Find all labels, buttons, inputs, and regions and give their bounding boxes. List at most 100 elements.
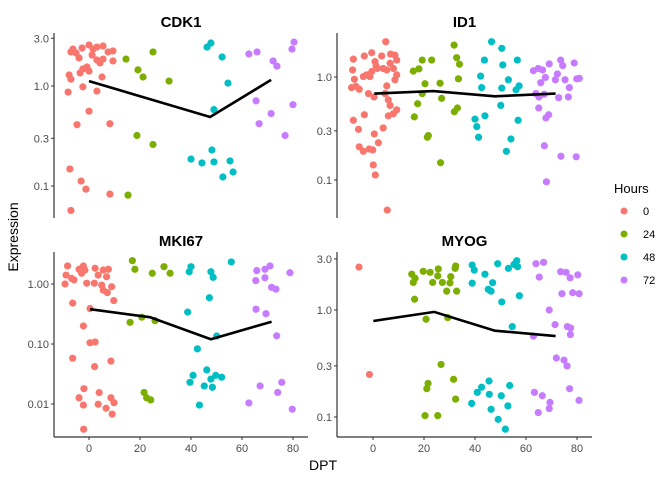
data-point	[409, 67, 417, 75]
data-point	[386, 101, 394, 109]
data-point	[94, 400, 102, 408]
data-point	[69, 299, 77, 307]
data-point	[186, 378, 194, 386]
data-point	[212, 371, 220, 379]
data-point	[515, 292, 523, 300]
data-point	[565, 83, 573, 92]
data-point	[446, 279, 454, 287]
data-point	[347, 83, 356, 92]
data-point	[95, 388, 103, 397]
legend-label-24: 24	[643, 229, 655, 241]
data-point	[546, 398, 554, 406]
data-point	[289, 101, 297, 109]
data-point	[545, 404, 553, 413]
series-hours-48	[471, 38, 523, 155]
data-point	[195, 401, 204, 409]
data-point	[76, 69, 84, 77]
panel-mki67: MKI67 0.01 0.10 1.00 0 20 40 60 80	[28, 233, 308, 455]
data-point	[126, 318, 134, 326]
data-point	[349, 116, 357, 124]
data-point	[488, 279, 497, 287]
data-point	[227, 258, 235, 266]
data-point	[149, 140, 157, 149]
legend-key-24	[620, 230, 628, 238]
series-hours-0	[347, 38, 401, 214]
data-point	[360, 111, 368, 119]
data-point	[106, 120, 114, 128]
data-point	[557, 268, 565, 276]
data-point	[266, 262, 274, 270]
data-point	[85, 67, 93, 75]
data-point	[386, 59, 394, 67]
data-point	[189, 371, 197, 379]
data-point	[207, 375, 215, 383]
data-point	[102, 404, 110, 412]
data-point	[560, 356, 568, 364]
data-point	[209, 273, 217, 281]
data-point	[359, 72, 367, 81]
x-tick-label: 80	[571, 443, 583, 455]
data-point	[245, 50, 253, 58]
data-point	[504, 76, 513, 84]
data-point	[366, 72, 374, 81]
data-point	[350, 75, 358, 83]
data-point	[261, 274, 269, 282]
legend-key-72	[620, 276, 628, 284]
data-point	[93, 87, 101, 95]
data-point	[575, 74, 583, 82]
data-point	[428, 56, 436, 64]
legend-title: Hours	[614, 181, 649, 196]
data-point	[478, 383, 486, 391]
data-point	[349, 55, 357, 63]
data-point	[384, 96, 392, 104]
data-point	[75, 394, 83, 402]
data-point	[255, 120, 263, 128]
data-point	[66, 165, 74, 173]
data-point	[78, 269, 86, 277]
data-point	[421, 412, 429, 420]
data-point	[410, 295, 419, 303]
data-point	[273, 62, 281, 70]
data-point	[557, 56, 565, 64]
y-tick-label: 0.01	[28, 399, 49, 411]
data-point	[207, 39, 215, 47]
data-point	[94, 271, 102, 279]
data-point	[133, 131, 141, 140]
data-point	[107, 357, 115, 365]
panel-id1: ID1 0.1 0.3 1.0	[317, 14, 583, 218]
data-point	[83, 279, 91, 287]
data-point	[540, 142, 548, 150]
data-point	[514, 116, 522, 124]
data-point	[498, 44, 506, 52]
data-point	[70, 276, 78, 284]
data-point	[453, 287, 461, 295]
data-point	[106, 190, 114, 198]
data-point	[487, 287, 495, 295]
data-point	[504, 402, 512, 410]
data-point	[545, 306, 553, 314]
data-point	[537, 79, 545, 87]
x-tick-label: 0	[86, 443, 92, 455]
data-point	[108, 283, 116, 291]
data-point	[452, 395, 460, 403]
data-point	[558, 290, 566, 298]
data-point	[494, 415, 502, 423]
data-point	[359, 147, 367, 155]
legend-item-48: 48	[620, 252, 655, 264]
data-point	[218, 53, 226, 61]
data-point	[551, 321, 559, 329]
data-point	[78, 44, 86, 52]
data-point	[559, 62, 567, 70]
data-point	[187, 155, 195, 163]
data-point	[508, 322, 516, 331]
data-point	[79, 401, 87, 409]
data-point	[485, 377, 493, 385]
trend-line	[374, 89, 556, 98]
x-tick-label: 80	[287, 443, 299, 455]
data-point	[224, 79, 232, 87]
series-hours-0	[64, 41, 117, 215]
x-tick-label: 60	[236, 443, 248, 455]
data-point	[379, 64, 387, 73]
data-point	[453, 54, 461, 62]
